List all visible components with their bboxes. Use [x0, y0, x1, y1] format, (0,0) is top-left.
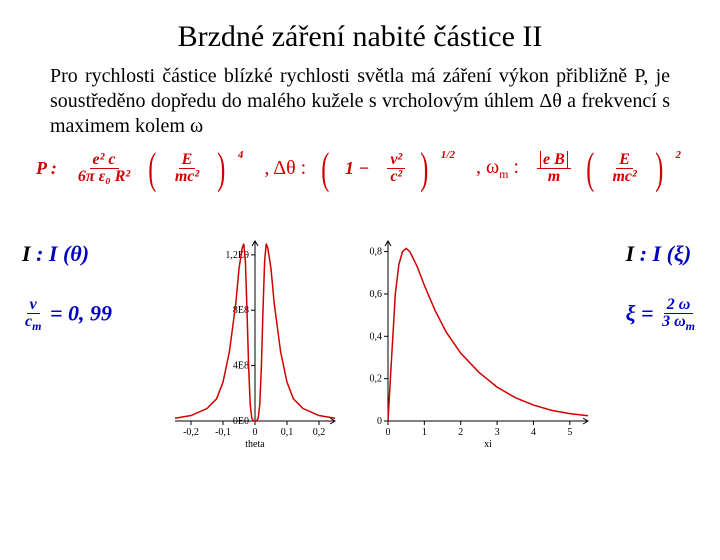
page-title: Brzdné záření nabité částice II — [0, 20, 720, 54]
left-eq-line1: I : I (θ) — [22, 241, 112, 267]
wm-num: e B — [540, 151, 568, 168]
svg-text:0E0: 0E0 — [233, 416, 249, 427]
dtheta-den: c² — [387, 169, 405, 186]
wm-den: m — [545, 169, 563, 186]
E-num2: E — [616, 152, 633, 170]
svg-text:theta: theta — [245, 439, 265, 450]
one-minus: 1 − — [345, 158, 369, 179]
svg-text:xi: xi — [484, 439, 492, 450]
svg-text:0,6: 0,6 — [370, 289, 383, 300]
lparen2-icon: ( — [322, 149, 330, 189]
rparen-icon: ) — [217, 149, 225, 189]
P-label: P : — [36, 158, 57, 179]
lparen3-icon: ( — [586, 149, 594, 189]
svg-text:4: 4 — [531, 427, 536, 438]
svg-text:0,1: 0,1 — [281, 427, 294, 438]
svg-text:0: 0 — [377, 416, 382, 427]
rparen3-icon: ) — [655, 149, 663, 189]
svg-text:2: 2 — [458, 427, 463, 438]
svg-text:0: 0 — [386, 427, 391, 438]
svg-text:0: 0 — [253, 427, 258, 438]
svg-text:0,2: 0,2 — [370, 373, 383, 384]
rparen2-icon: ) — [421, 149, 429, 189]
P-frac: e² c 6π ε₀ R² — [75, 152, 133, 187]
E-frac1: E mc² — [172, 152, 202, 187]
lparen-icon: ( — [148, 149, 156, 189]
svg-text:5: 5 — [567, 427, 572, 438]
E-num1: E — [179, 152, 196, 170]
wm-label: , ωm : — [476, 156, 519, 182]
dtheta-num: v² — [387, 152, 405, 170]
v2c2-frac: v² c² — [387, 152, 405, 187]
svg-text:4E8: 4E8 — [233, 360, 249, 371]
left-eq-line2: v cm = 0, 99 — [22, 297, 112, 334]
dtheta-label: , Δθ : — [264, 157, 306, 180]
right-eq-line1: I : I (ξ) — [626, 241, 698, 267]
charts-area: I : I (θ) v cm = 0, 99 I : I (ξ) ξ = 2 ω… — [0, 201, 720, 481]
svg-text:0,4: 0,4 — [370, 331, 383, 342]
svg-text:1: 1 — [422, 427, 427, 438]
left-equations: I : I (θ) v cm = 0, 99 — [22, 241, 112, 334]
body-paragraph: Pro rychlosti částice blízké rychlosti s… — [50, 64, 670, 139]
P-exp: 4 — [238, 149, 244, 161]
svg-text:3: 3 — [495, 427, 500, 438]
wm-exp: 2 — [675, 149, 681, 161]
svg-text:0,2: 0,2 — [313, 427, 326, 438]
right-eq-line2: ξ = 2 ω 3 ωm — [626, 297, 698, 334]
right-equations: I : I (ξ) ξ = 2 ω 3 ωm — [626, 241, 698, 334]
P-den: 6π ε₀ R² — [75, 169, 133, 186]
svg-text:-0,1: -0,1 — [215, 427, 231, 438]
P-num: e² c — [90, 152, 119, 170]
chart-right: 0 1 2 3 4 5 0 0,2 0,4 0,6 0,8 xi — [360, 231, 595, 451]
E-den1: mc² — [172, 169, 202, 186]
dtheta-exp: 1/2 — [441, 149, 455, 161]
chart-left: -0,2-0,100,10,20E04E88E81,2E9theta — [145, 231, 345, 451]
formula-row: P : e² c 6π ε₀ R² ( E mc² ) 4 , Δθ : ( 1… — [0, 149, 720, 189]
svg-text:0,8: 0,8 — [370, 246, 383, 257]
wm-frac: e B m — [537, 152, 571, 187]
svg-text:-0,2: -0,2 — [183, 427, 199, 438]
E-den2: mc² — [609, 169, 639, 186]
E-frac2: E mc² — [609, 152, 639, 187]
